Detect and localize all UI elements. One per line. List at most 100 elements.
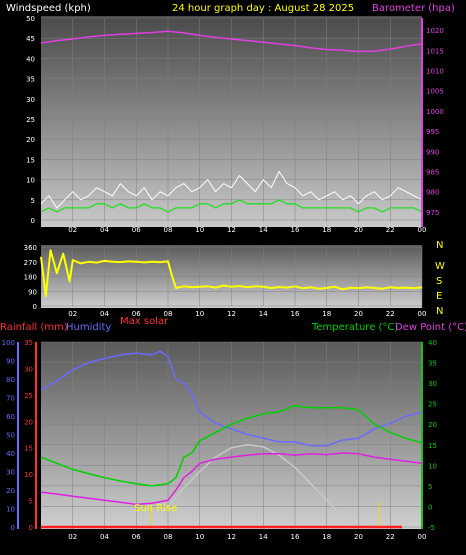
rain-tick-label: 35 bbox=[24, 339, 33, 347]
temp-tick-label: 0 bbox=[428, 503, 432, 511]
wind-y-tick-label: 5 bbox=[31, 197, 35, 205]
rain-tick-label: 25 bbox=[24, 392, 33, 400]
wind-x-tick-label: 22 bbox=[386, 226, 395, 234]
direction-x-tick-label: 00 bbox=[418, 310, 427, 318]
wind-x-tick-label: 06 bbox=[132, 226, 141, 234]
rainfall-label: Rainfall (mm) bbox=[0, 322, 68, 333]
dewpoint-label: Dew Point (°C) bbox=[395, 322, 466, 333]
wind-y-tick-label: 40 bbox=[26, 55, 35, 63]
humidity-tick-label: 90 bbox=[6, 358, 15, 366]
barometer-tick-label: 1020 bbox=[426, 27, 444, 35]
temp-x-tick-label: 14 bbox=[259, 533, 268, 541]
wind-x-tick-label: 08 bbox=[164, 226, 173, 234]
temp-x-tick-label: 10 bbox=[195, 533, 204, 541]
direction-x-tick-label: 04 bbox=[100, 310, 109, 318]
windspeed-label: Windspeed (kph) bbox=[6, 3, 91, 14]
temp-x-tick-label: 12 bbox=[227, 533, 236, 541]
max-solar-label: Max solar bbox=[120, 316, 169, 327]
temp-x-tick-label: 04 bbox=[100, 533, 109, 541]
sunrise-label: Sun Rise bbox=[134, 503, 177, 514]
temp-tick-label: 35 bbox=[428, 360, 437, 368]
rain-tick-label: 10 bbox=[24, 471, 33, 479]
compass-west: W bbox=[435, 261, 445, 272]
wind-gust-line bbox=[40, 171, 423, 209]
direction-y-tick-label: 0 bbox=[33, 303, 37, 311]
wind-x-tick-label: 18 bbox=[322, 226, 331, 234]
humidity-tick-label: 40 bbox=[6, 450, 15, 458]
rain-tick-label: 0 bbox=[29, 524, 33, 532]
temp-x-tick-label: 20 bbox=[354, 533, 363, 541]
barometer-tick-label: 1015 bbox=[426, 47, 444, 55]
dewpoint-line bbox=[40, 452, 423, 506]
temp-x-tick-label: 02 bbox=[68, 533, 77, 541]
temp-tick-label: -5 bbox=[428, 524, 435, 532]
humidity-tick-label: 0 bbox=[11, 524, 15, 532]
wind-x-tick-label: 12 bbox=[227, 226, 236, 234]
humidity-tick-label: 30 bbox=[6, 469, 15, 477]
temp-x-tick-label: 06 bbox=[132, 533, 141, 541]
temp-tick-label: 5 bbox=[428, 483, 432, 491]
rain-tick-label: 30 bbox=[24, 365, 33, 373]
direction-x-tick-label: 22 bbox=[386, 310, 395, 318]
temp-tick-label: 25 bbox=[428, 401, 437, 409]
direction-x-tick-label: 18 bbox=[322, 310, 331, 318]
temp-tick-label: 15 bbox=[428, 442, 437, 450]
temperature-line bbox=[40, 404, 423, 487]
wind-x-tick-label: 04 bbox=[100, 226, 109, 234]
compass-labels: N W S E N bbox=[435, 240, 445, 317]
graph-header: 24 hour graph day : August 28 2025 bbox=[172, 3, 354, 14]
temp-tick-label: 30 bbox=[428, 380, 437, 388]
barometer-tick-label: 990 bbox=[426, 148, 439, 156]
direction-x-tick-label: 10 bbox=[195, 310, 204, 318]
barometer-tick-label: 975 bbox=[426, 209, 439, 217]
humidity-label: Humidity bbox=[66, 322, 111, 333]
direction-y-tick-label: 360 bbox=[24, 244, 37, 252]
wind-y-tick-label: 15 bbox=[26, 156, 35, 164]
wind-y-tick-label: 20 bbox=[26, 136, 35, 144]
barometer-label: Barometer (hpa) bbox=[372, 3, 455, 14]
wind-y-tick-label: 45 bbox=[26, 35, 35, 43]
wind-speed-line bbox=[40, 199, 423, 213]
temp-x-tick-label: 08 bbox=[164, 533, 173, 541]
wind-y-tick-label: 25 bbox=[26, 116, 35, 124]
humidity-tick-label: 50 bbox=[6, 432, 15, 440]
humidity-line bbox=[40, 350, 423, 447]
direction-x-tick-label: 14 bbox=[259, 310, 268, 318]
barometer-tick-label: 995 bbox=[426, 128, 439, 136]
barometer-tick-label: 985 bbox=[426, 169, 439, 177]
direction-x-tick-label: 16 bbox=[291, 310, 300, 318]
wind-y-tick-label: 10 bbox=[26, 177, 35, 185]
wind-y-tick-label: 50 bbox=[26, 15, 35, 23]
max-solar-line bbox=[143, 444, 367, 528]
temp-tick-label: 10 bbox=[428, 462, 437, 470]
humidity-tick-label: 80 bbox=[6, 376, 15, 384]
rain-tick-label: 20 bbox=[24, 418, 33, 426]
barometer-tick-label: 1000 bbox=[426, 108, 444, 116]
wind-y-tick-label: 35 bbox=[26, 76, 35, 84]
temp-tick-label: 40 bbox=[428, 339, 437, 347]
temp-x-tick-label: 22 bbox=[386, 533, 395, 541]
direction-y-tick-label: 180 bbox=[24, 274, 37, 282]
barometer-tick-label: 980 bbox=[426, 189, 439, 197]
humidity-tick-label: 20 bbox=[6, 487, 15, 495]
temp-tick-label: 20 bbox=[428, 421, 437, 429]
direction-x-tick-label: 08 bbox=[164, 310, 173, 318]
barometer-tick-label: 1005 bbox=[426, 88, 444, 96]
direction-x-tick-label: 20 bbox=[354, 310, 363, 318]
temp-x-tick-label: 16 bbox=[291, 533, 300, 541]
direction-y-tick-label: 90 bbox=[28, 288, 37, 296]
compass-east: E bbox=[436, 291, 442, 302]
rain-tick-label: 15 bbox=[24, 445, 33, 453]
direction-y-tick-label: 270 bbox=[24, 259, 37, 267]
direction-x-tick-label: 02 bbox=[68, 310, 77, 318]
wind-x-tick-label: 00 bbox=[418, 226, 427, 234]
temperature-label: Temperature (°C) bbox=[311, 322, 398, 333]
barometer-tick-label: 1010 bbox=[426, 68, 444, 76]
compass-south: S bbox=[436, 276, 442, 287]
humidity-tick-label: 100 bbox=[2, 339, 15, 347]
direction-x-tick-label: 12 bbox=[227, 310, 236, 318]
wind-x-tick-label: 14 bbox=[259, 226, 268, 234]
temp-x-tick-label: 18 bbox=[322, 533, 331, 541]
direction-x-tick-label: 06 bbox=[132, 310, 141, 318]
